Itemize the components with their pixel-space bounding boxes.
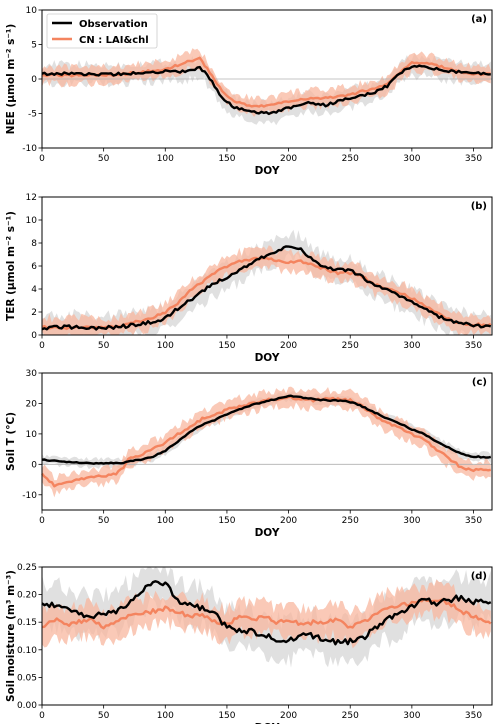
panel-b-line-observation bbox=[41, 245, 492, 331]
panel-a-xtick-label: 300 bbox=[403, 154, 420, 164]
panel-c-ytick-label: -10 bbox=[22, 491, 37, 501]
panel-c-ytick-label: 20 bbox=[26, 399, 38, 409]
legend-box bbox=[46, 13, 158, 49]
panel-c-xtick-label: 150 bbox=[218, 516, 235, 526]
panel-d-xtick-label: 300 bbox=[403, 711, 420, 721]
panel-b-ytick-label: 2 bbox=[31, 308, 37, 318]
panel-a-xtick-label: 50 bbox=[98, 154, 110, 164]
panel-d-xtick-label: 350 bbox=[465, 711, 482, 721]
panel-b-xtick-label: 200 bbox=[280, 341, 297, 351]
panel-a-label: (a) bbox=[471, 14, 487, 25]
legend-label-observation: Observation bbox=[79, 19, 148, 30]
panel-d-xtick-label: 0 bbox=[39, 711, 45, 721]
panel-b-xtick-label: 0 bbox=[39, 341, 45, 351]
panel-d-frame bbox=[41, 566, 493, 706]
panel-d-ylabel: Soil moisture (m³ m⁻³) bbox=[5, 570, 17, 702]
panel-a-xlabel: DOY bbox=[255, 165, 280, 177]
panel-c-xlabel: DOY bbox=[255, 527, 280, 539]
panel-a-ytick-label: -5 bbox=[28, 110, 37, 120]
panel-b-xtick-label: 100 bbox=[157, 341, 174, 351]
panel-c-xtick-label: 50 bbox=[98, 516, 110, 526]
panel-c-ylabel: Soil T (°C) bbox=[5, 412, 17, 471]
panel-c-xtick-label: 300 bbox=[403, 516, 420, 526]
panel-d-ytick-label: 0.15 bbox=[17, 618, 37, 628]
panel-b-ytick-label: 4 bbox=[31, 285, 37, 295]
panel-b-xtick-label: 250 bbox=[342, 341, 359, 351]
panel-c-ytick-label: 30 bbox=[26, 369, 38, 379]
panel-b-xlabel: DOY bbox=[255, 352, 280, 364]
panel-c-band-observation bbox=[42, 390, 491, 470]
panel-d-xtick-label: 200 bbox=[280, 711, 297, 721]
panel-d-line-model bbox=[41, 597, 492, 630]
panel-b-label: (b) bbox=[471, 201, 487, 212]
panel-d-ytick-label: 0.10 bbox=[17, 646, 37, 656]
panel-c-xtick-label: 0 bbox=[39, 516, 45, 526]
panel-a-xtick-label: 0 bbox=[39, 154, 45, 164]
panel-d-ytick-label: 0.20 bbox=[17, 591, 37, 601]
panel-b-ytick-label: 8 bbox=[31, 239, 37, 249]
panel-a-xtick-label: 200 bbox=[280, 154, 297, 164]
panel-a-band-model bbox=[42, 48, 491, 117]
panel-c-line-observation bbox=[41, 394, 492, 465]
panel-b-xtick-label: 150 bbox=[218, 341, 235, 351]
panel-d-ytick-label: 0.05 bbox=[17, 673, 37, 683]
panel-c-label: (c) bbox=[472, 377, 487, 388]
panel-d-xlabel: DOY bbox=[255, 722, 280, 724]
panel-c-band-model bbox=[42, 386, 491, 498]
panel-d-line-observation bbox=[41, 580, 492, 646]
panel-a-ytick-label: 10 bbox=[26, 6, 38, 16]
legend-label-model: CN : LAI&chl bbox=[79, 35, 149, 46]
panel-b-ytick-label: 0 bbox=[31, 331, 37, 341]
panel-a-ytick-label: 5 bbox=[31, 41, 37, 51]
panel-c-ytick-label: 10 bbox=[26, 430, 38, 440]
panel-c-xtick-label: 200 bbox=[280, 516, 297, 526]
panel-c-frame bbox=[41, 372, 493, 511]
panel-a-xtick-label: 150 bbox=[218, 154, 235, 164]
panel-d-ytick-label: 0.00 bbox=[17, 701, 37, 711]
panel-b-xtick-label: 350 bbox=[465, 341, 482, 351]
panel-b-xtick-label: 300 bbox=[403, 341, 420, 351]
panel-b-band-model bbox=[42, 245, 491, 335]
panel-d-band-model bbox=[42, 579, 491, 649]
panel-a-ylabel: NEE (μmol m⁻² s⁻¹) bbox=[5, 24, 17, 135]
panel-d-label: (d) bbox=[471, 571, 487, 582]
panel-a-line-observation bbox=[41, 64, 491, 116]
panel-b-ylabel: TER (μmol m⁻² s⁻¹) bbox=[5, 211, 17, 321]
panel-b-ytick-label: 6 bbox=[31, 262, 37, 272]
panel-d-xtick-label: 100 bbox=[157, 711, 174, 721]
panel-d-ytick-label: 0.25 bbox=[17, 563, 37, 573]
panel-b-xtick-label: 50 bbox=[98, 341, 110, 351]
panel-c-ytick-label: 0 bbox=[31, 460, 37, 470]
panel-d-xtick-label: 250 bbox=[342, 711, 359, 721]
panel-a-xtick-label: 350 bbox=[465, 154, 482, 164]
panel-c-xtick-label: 100 bbox=[157, 516, 174, 526]
panel-d-xtick-label: 150 bbox=[218, 711, 235, 721]
panel-b-ytick-label: 12 bbox=[26, 193, 37, 203]
panel-a-xtick-label: 100 bbox=[157, 154, 174, 164]
panel-a-ytick-label: -10 bbox=[22, 144, 37, 154]
panel-a-xtick-label: 250 bbox=[342, 154, 359, 164]
panel-a-ytick-label: 0 bbox=[31, 75, 37, 85]
panel-d-xtick-label: 50 bbox=[98, 711, 110, 721]
panel-b-ytick-label: 10 bbox=[26, 216, 38, 226]
panel-b-band-observation bbox=[42, 229, 491, 335]
panel-c-xtick-label: 250 bbox=[342, 516, 359, 526]
panel-c-xtick-label: 350 bbox=[465, 516, 482, 526]
